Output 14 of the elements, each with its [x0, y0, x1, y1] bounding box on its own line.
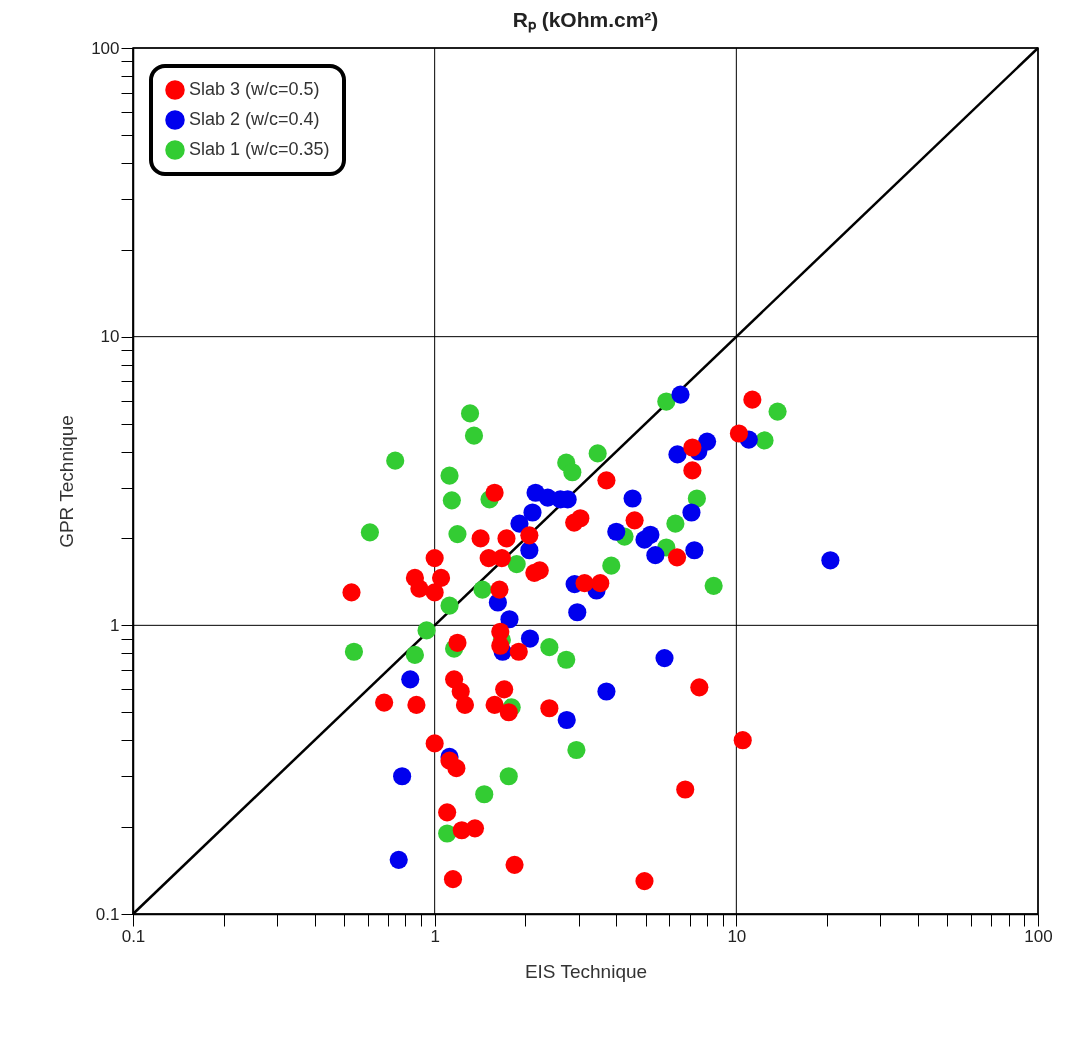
x-tick-label: 10	[727, 926, 747, 946]
legend-label: Slab 3 (w/c=0.5)	[189, 79, 320, 99]
y-axis-title: GPR Technique	[56, 415, 78, 548]
legend-label: Slab 2 (w/c=0.4)	[189, 109, 320, 129]
chart-title: Rₚ (kOhm.cm²)	[512, 8, 659, 33]
y-tick-label: 1	[110, 615, 120, 635]
y-tick-label: 100	[91, 38, 120, 58]
y-tick-label: 0.1	[95, 904, 120, 924]
x-tick-label: 0.1	[121, 926, 146, 946]
legend-label: Slab 1 (w/c=0.35)	[189, 139, 330, 159]
x-tick-label: 1	[430, 926, 440, 946]
x-axis-title: EIS Technique	[524, 960, 648, 982]
x-tick-label: 100	[1024, 926, 1053, 946]
y-tick-label: 10	[100, 327, 120, 347]
